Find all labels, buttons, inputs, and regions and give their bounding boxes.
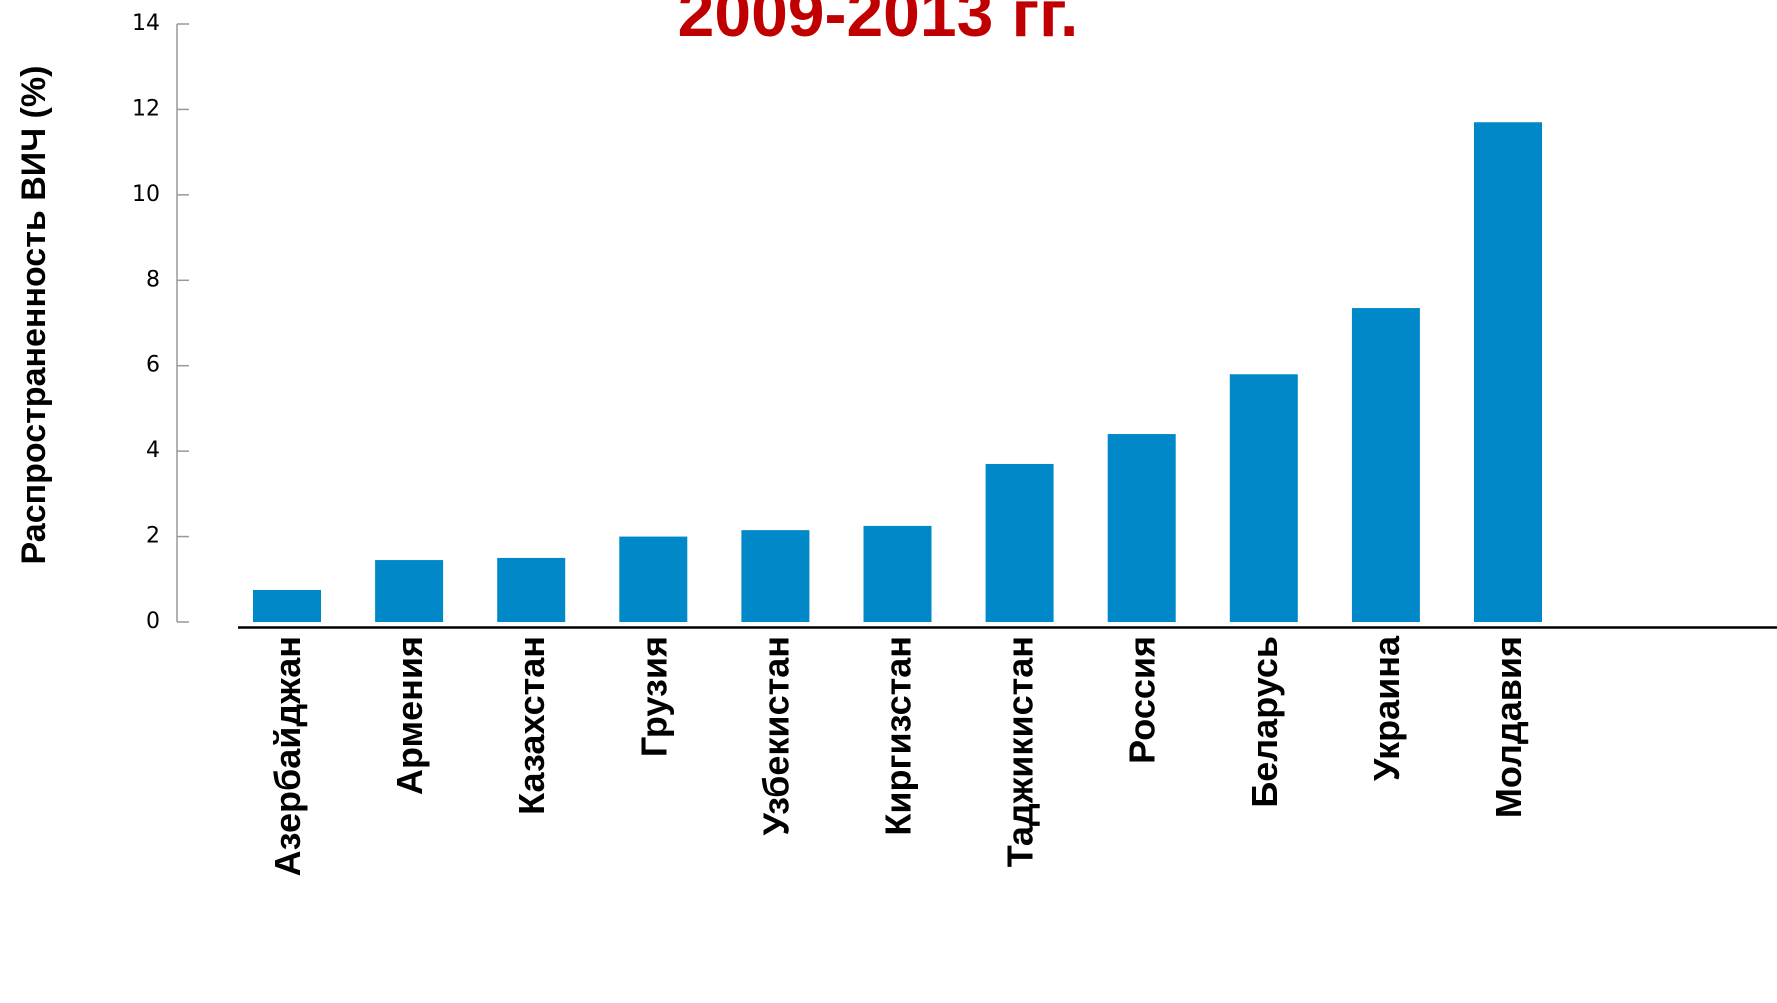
bar <box>1351 308 1420 622</box>
y-tick-label: 14 <box>132 11 160 36</box>
x-tick-label: Киргизстан <box>878 636 919 836</box>
bar <box>863 525 932 622</box>
y-tick-label: 8 <box>146 267 160 292</box>
y-tick-label: 12 <box>132 96 160 121</box>
bar <box>619 536 688 622</box>
x-tick-label: Узбекистан <box>755 636 796 835</box>
y-axis-label: Распространенность ВИЧ (%) <box>15 66 53 565</box>
bar <box>741 530 810 622</box>
y-tick-label: 0 <box>146 609 160 634</box>
x-tick-label: Казахстан <box>511 636 552 815</box>
x-tick-label: Россия <box>1122 636 1163 764</box>
bar <box>985 463 1054 622</box>
x-tick-label: Молдавия <box>1488 636 1529 818</box>
chart-title: 2009-2013 гг. <box>678 0 1079 50</box>
y-axis: 0 2 4 6 8 10 12 14 <box>132 11 189 634</box>
bar <box>1107 434 1176 622</box>
y-tick-label: 10 <box>132 182 160 207</box>
y-tick-label: 6 <box>146 353 160 378</box>
x-tick-label: Украина <box>1366 635 1407 781</box>
bar <box>1229 374 1298 622</box>
bar <box>497 557 566 622</box>
x-tick-label: Грузия <box>633 636 674 757</box>
bar <box>253 589 321 622</box>
bars <box>253 122 1542 622</box>
x-tick-label: Армения <box>389 636 430 795</box>
x-tick-label: Азербайджан <box>267 636 308 876</box>
x-tick-label: Беларусь <box>1244 636 1285 808</box>
x-tick-label: Таджикистан <box>1000 636 1041 867</box>
y-tick-label: 2 <box>146 524 160 549</box>
bar <box>375 560 444 622</box>
y-tick-label: 4 <box>146 438 160 463</box>
x-axis-labels: Азербайджан Армения Казахстан Грузия Узбекис… <box>267 635 1529 876</box>
bar <box>1474 122 1542 622</box>
